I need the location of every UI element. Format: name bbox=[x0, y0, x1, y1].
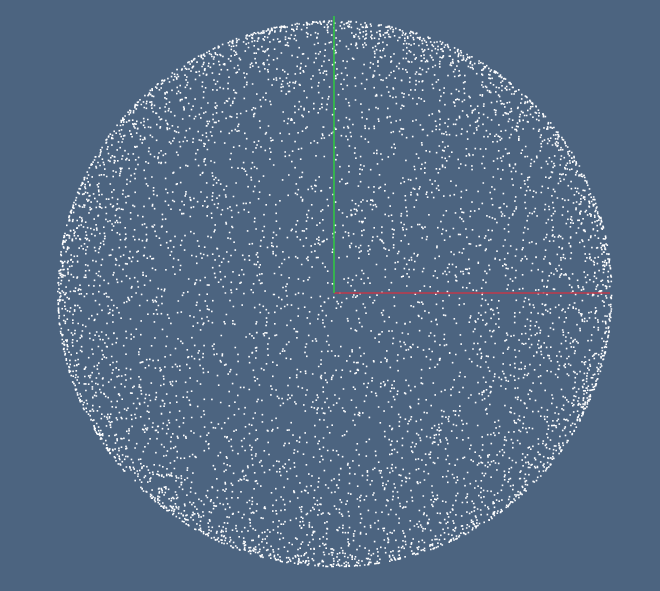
3d-viewport[interactable] bbox=[0, 0, 660, 591]
viewport-background bbox=[0, 0, 660, 591]
point-cloud-canvas[interactable] bbox=[0, 0, 660, 591]
